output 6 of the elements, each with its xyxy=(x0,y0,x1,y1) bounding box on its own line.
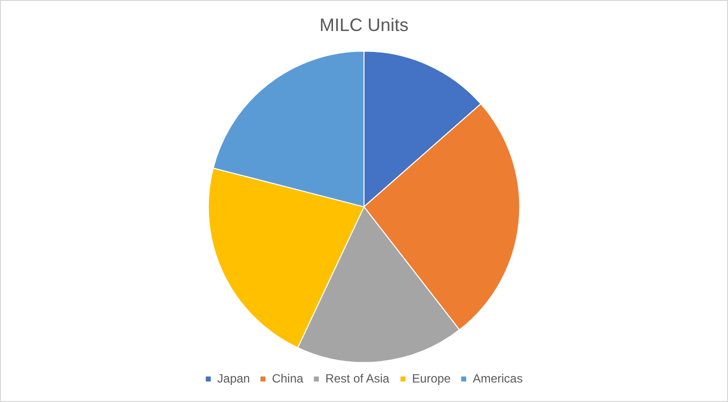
chart-title: MILC Units xyxy=(319,14,409,35)
legend-label: China xyxy=(272,371,304,386)
legend-label: Europe xyxy=(412,371,452,386)
legend-label: Japan xyxy=(217,371,250,386)
legend-label: Americas xyxy=(472,371,523,386)
legend-label: Rest of Asia xyxy=(325,371,390,386)
